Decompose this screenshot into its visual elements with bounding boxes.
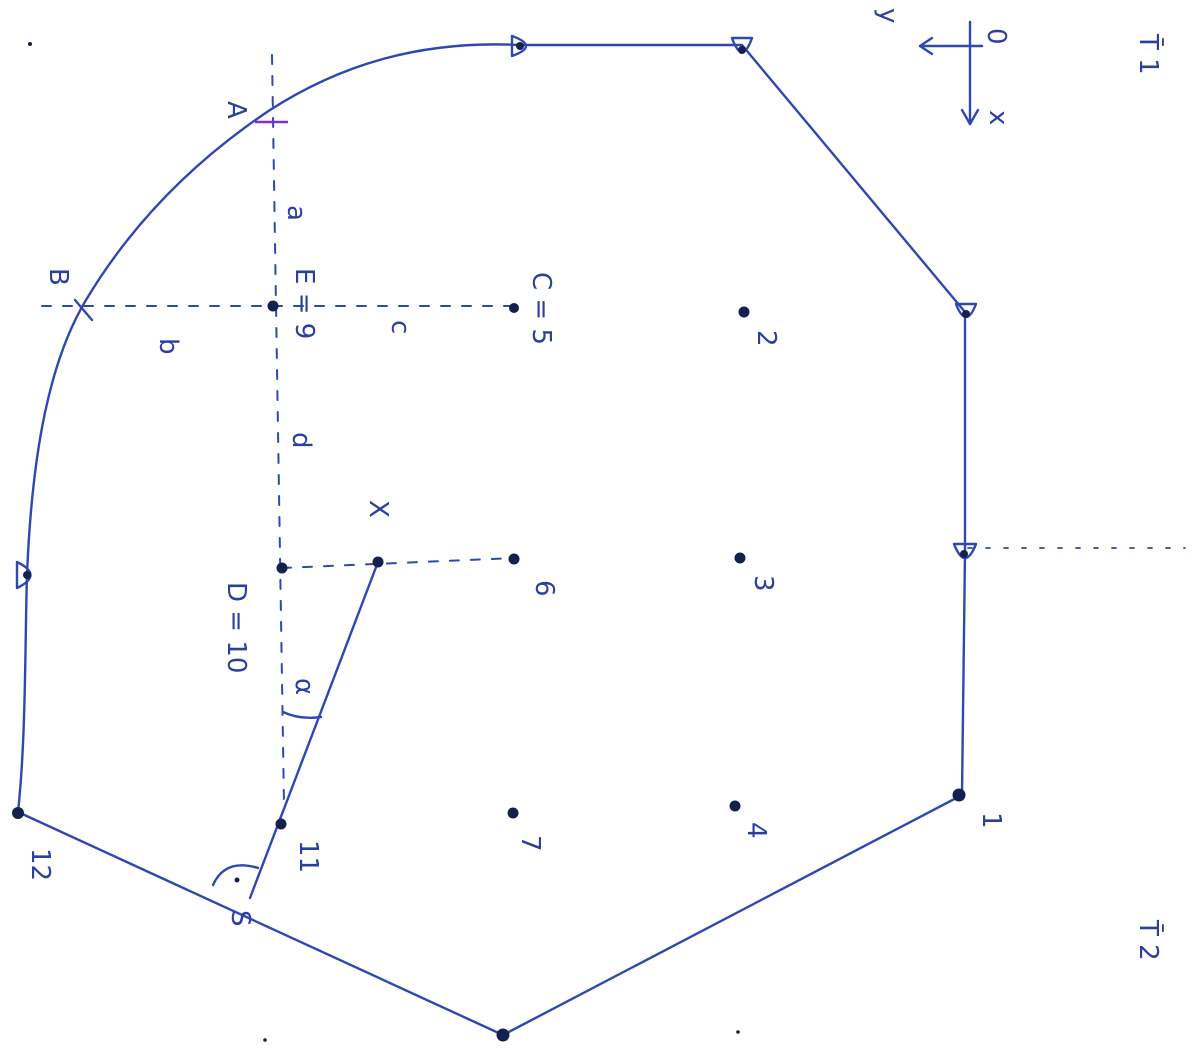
label-S: S bbox=[225, 910, 255, 927]
label-point-4: 4 bbox=[741, 822, 771, 839]
point-X bbox=[372, 556, 384, 568]
label-x-axis: x bbox=[983, 110, 1013, 125]
label-E: E = 9 bbox=[289, 268, 319, 339]
point-E bbox=[267, 300, 279, 312]
alpha-arc bbox=[281, 710, 323, 720]
label-a: a bbox=[281, 205, 311, 221]
label-B: B bbox=[43, 268, 73, 286]
right-angle-dot bbox=[234, 877, 240, 883]
point-2 bbox=[738, 306, 750, 318]
dashed-vertical-line bbox=[271, 54, 285, 806]
point-4 bbox=[729, 800, 741, 812]
support-marker bbox=[730, 36, 754, 54]
speck bbox=[263, 1038, 267, 1042]
support-marker bbox=[510, 34, 528, 58]
label-X: X bbox=[363, 500, 393, 518]
support-marker bbox=[15, 560, 32, 590]
point-7 bbox=[507, 807, 519, 819]
label-b: b bbox=[153, 338, 183, 355]
point-3 bbox=[734, 552, 746, 564]
point-bottom bbox=[496, 1028, 510, 1042]
label-C: C = 5 bbox=[526, 272, 556, 345]
axis-glyph bbox=[918, 20, 984, 126]
label-corner-bottom: T̄ 2 bbox=[1133, 919, 1165, 961]
speck bbox=[28, 42, 32, 46]
label-d: d bbox=[286, 432, 316, 449]
label-corner-top: T̄ 1 bbox=[1133, 33, 1165, 75]
point-1 bbox=[952, 788, 966, 802]
right-angle-symbol bbox=[211, 864, 260, 887]
support-marker bbox=[954, 302, 978, 319]
point-C bbox=[509, 303, 519, 313]
label-y-axis: y bbox=[873, 8, 903, 23]
support-marker bbox=[952, 542, 978, 560]
label-point-6: 6 bbox=[529, 580, 559, 597]
label-point-7: 7 bbox=[515, 835, 545, 852]
point-D bbox=[276, 562, 288, 574]
label-point-3: 3 bbox=[748, 575, 778, 592]
label-A: A bbox=[221, 101, 251, 119]
label-point-11: 11 bbox=[293, 840, 323, 873]
label-D: D = 10 bbox=[221, 582, 251, 673]
point-6 bbox=[508, 553, 520, 565]
label-point-12: 12 bbox=[25, 848, 55, 881]
outer-boundary bbox=[16, 43, 967, 1037]
speck bbox=[736, 1030, 740, 1034]
label-alpha: α bbox=[289, 678, 319, 695]
point-12 bbox=[12, 807, 24, 819]
label-origin: 0 bbox=[981, 28, 1011, 45]
tick-B bbox=[73, 298, 94, 322]
point-11 bbox=[275, 818, 287, 830]
label-point-1: 1 bbox=[976, 812, 1006, 829]
dashed-line-D-6 bbox=[281, 557, 515, 569]
line-X-S bbox=[248, 560, 380, 900]
label-point-2: 2 bbox=[751, 330, 781, 347]
label-c: c bbox=[385, 320, 415, 334]
